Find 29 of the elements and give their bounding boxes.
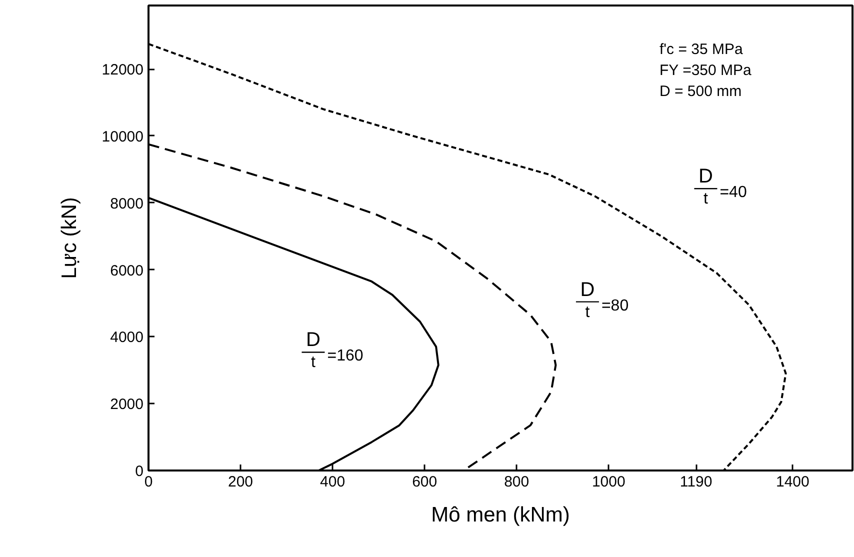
- annotation: D: [698, 166, 713, 188]
- x-tick-label: 1400: [776, 474, 810, 490]
- y-tick-label: 4000: [110, 329, 144, 346]
- x-tick-label: 800: [504, 474, 530, 490]
- x-tick-label: 1190: [680, 474, 712, 490]
- x-tick-label: 400: [320, 474, 346, 490]
- annotation: FY =350 MPa: [660, 62, 752, 79]
- annotation: t: [311, 354, 316, 372]
- y-tick-label: 8000: [110, 195, 144, 212]
- annotation: D = 500 mm: [660, 83, 742, 100]
- x-axis-title: Mô men (kNm): [431, 504, 570, 526]
- annotation: =40: [720, 184, 747, 202]
- x-tick-label: 200: [228, 474, 254, 490]
- annotation: t: [585, 304, 590, 321]
- annotation: D: [580, 278, 595, 301]
- y-tick-label: 12000: [102, 62, 144, 79]
- annotation: t: [703, 190, 708, 208]
- x-tick-label: 600: [412, 474, 438, 490]
- x-tick-label: 1000: [592, 474, 626, 490]
- annotation: =80: [601, 297, 629, 314]
- y-tick-label: 2000: [110, 396, 144, 414]
- annotation: =160: [327, 348, 364, 365]
- y-tick-label: 0: [135, 463, 144, 480]
- line-series: [148, 143, 557, 470]
- annotation: f'c = 35 MPa: [660, 41, 744, 58]
- y-axis-title: Lực (kN): [58, 197, 81, 279]
- annotation: D: [306, 329, 320, 352]
- y-tick-label: 10000: [102, 128, 144, 146]
- y-tick-label: 6000: [110, 262, 144, 280]
